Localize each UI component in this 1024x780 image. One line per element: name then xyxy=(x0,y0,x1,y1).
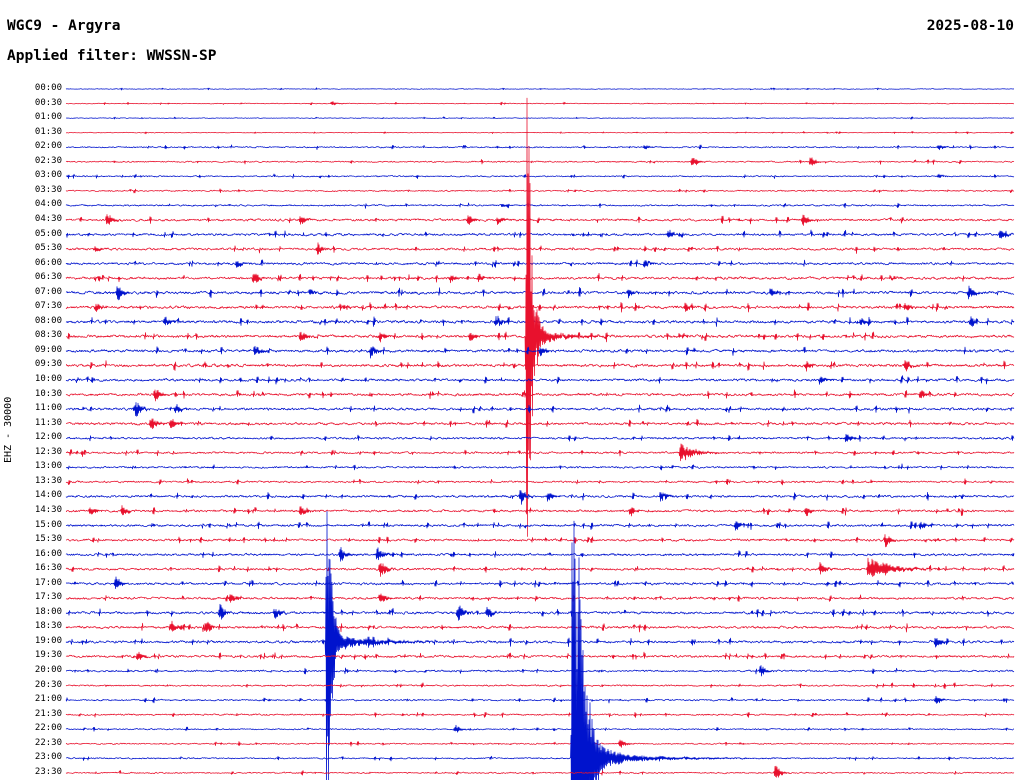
time-label: 11:00 xyxy=(34,403,62,414)
time-label: 05:30 xyxy=(34,243,62,254)
time-label: 23:30 xyxy=(34,766,62,777)
time-label: 00:30 xyxy=(34,97,62,108)
time-label: 10:30 xyxy=(34,388,62,399)
time-label: 10:00 xyxy=(34,374,62,384)
filter-label: Applied filter: WWSSN-SP xyxy=(7,48,217,64)
time-label: 17:00 xyxy=(34,577,62,588)
time-label: 15:30 xyxy=(34,534,62,545)
time-label: 12:30 xyxy=(34,446,62,457)
time-label: 05:00 xyxy=(34,228,62,239)
time-label: 07:00 xyxy=(34,286,62,297)
time-label: 08:00 xyxy=(34,315,62,326)
time-label: 06:30 xyxy=(34,272,62,283)
time-label: 09:00 xyxy=(34,344,62,355)
time-label: 13:30 xyxy=(34,475,62,486)
time-label: 04:30 xyxy=(34,213,62,224)
time-label: 22:00 xyxy=(34,723,62,734)
plot-date: 2025-08-10 xyxy=(926,18,1014,34)
time-label: 16:30 xyxy=(34,563,62,574)
time-label: 02:00 xyxy=(34,141,62,152)
time-label: 03:00 xyxy=(34,170,62,181)
time-label: 21:30 xyxy=(34,708,62,719)
time-label: 22:30 xyxy=(34,737,62,748)
time-label: 17:30 xyxy=(34,592,62,603)
time-label: 07:30 xyxy=(34,301,62,312)
time-label: 19:30 xyxy=(34,650,62,661)
time-label: 01:00 xyxy=(34,112,62,123)
time-label: 14:00 xyxy=(34,490,62,501)
time-label: 12:00 xyxy=(34,432,62,443)
time-label: 15:00 xyxy=(34,519,62,530)
time-labels: 00:00 00:30 01:00 01:30 02:00 02:30 03:00 03:30… xyxy=(0,0,64,780)
time-label: 04:00 xyxy=(34,199,62,210)
time-label: 01:30 xyxy=(34,126,62,137)
time-label: 03:30 xyxy=(34,184,62,195)
time-label: 02:30 xyxy=(34,155,62,166)
time-label: 06:00 xyxy=(34,257,62,268)
time-label: 18:30 xyxy=(34,621,62,632)
time-label: 00:00 xyxy=(34,83,62,93)
time-label: 08:30 xyxy=(34,330,62,341)
time-label: 20:00 xyxy=(34,665,62,675)
time-label: 21:00 xyxy=(34,694,62,705)
station-title: WGC9 - Argyra xyxy=(7,18,121,34)
time-label: 14:30 xyxy=(34,504,62,515)
time-label: 18:00 xyxy=(34,606,62,617)
time-label: 13:00 xyxy=(34,461,62,472)
time-label: 16:00 xyxy=(34,548,62,559)
time-label: 19:00 xyxy=(34,635,62,646)
time-label: 11:30 xyxy=(34,417,62,428)
time-label: 23:00 xyxy=(34,752,62,763)
time-label: 20:30 xyxy=(34,679,62,690)
time-label: 09:30 xyxy=(34,359,62,370)
